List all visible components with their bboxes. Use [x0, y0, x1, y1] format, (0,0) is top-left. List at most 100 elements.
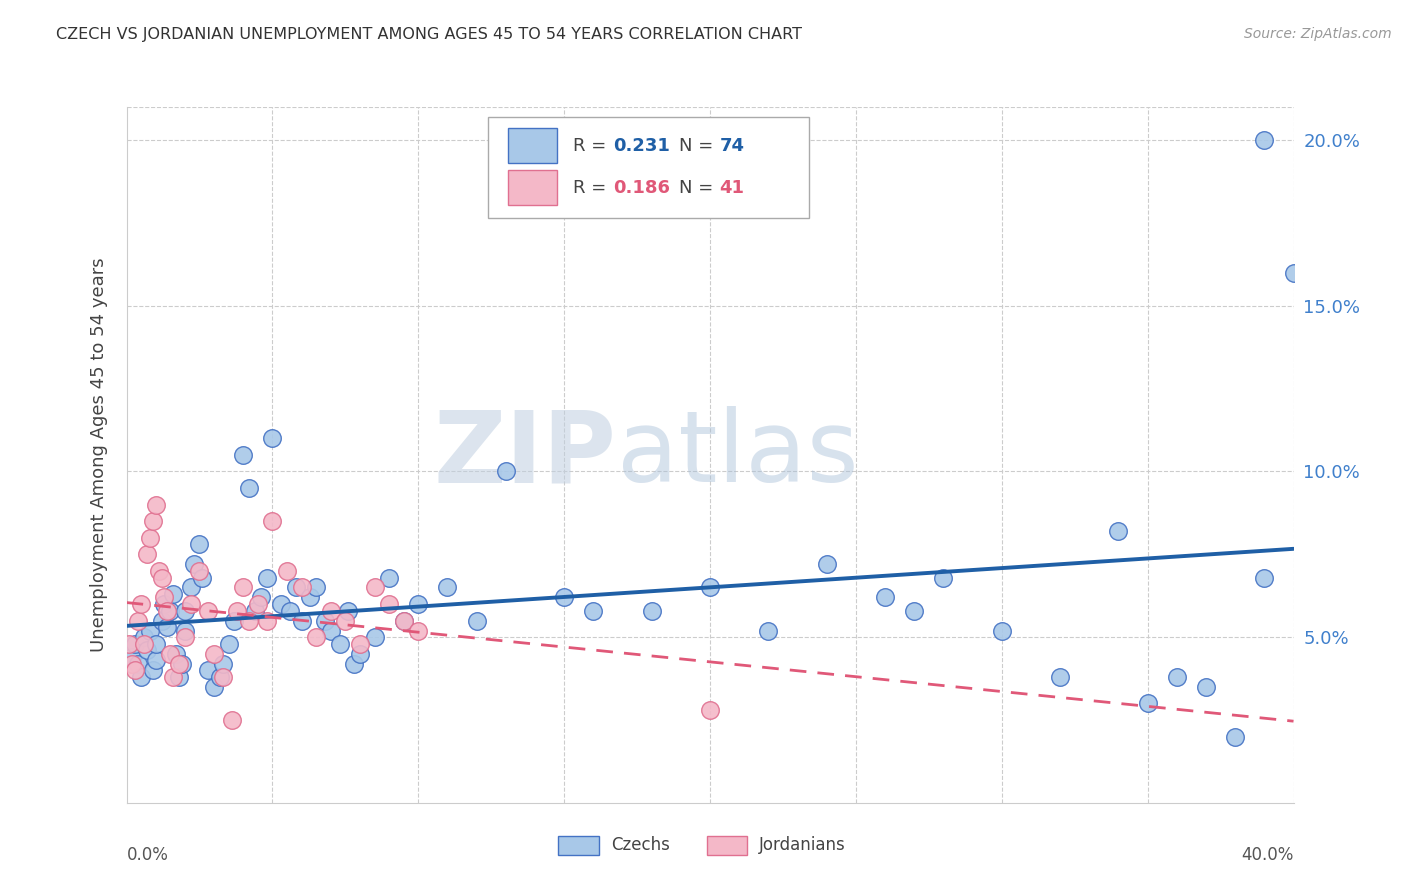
- Point: [1049, 670, 1071, 684]
- Point: [174, 624, 197, 638]
- Point: [699, 581, 721, 595]
- Text: ZIP: ZIP: [434, 407, 617, 503]
- Point: [335, 614, 357, 628]
- Point: [495, 465, 517, 479]
- Point: [174, 604, 197, 618]
- Point: [150, 614, 173, 628]
- Point: [183, 558, 205, 572]
- Point: [153, 597, 176, 611]
- Point: [127, 657, 149, 671]
- Point: [305, 630, 328, 644]
- Point: [174, 630, 197, 644]
- Point: [159, 604, 181, 618]
- Point: [150, 570, 173, 584]
- Text: R =: R =: [574, 136, 613, 155]
- Point: [191, 570, 214, 584]
- Point: [139, 624, 162, 638]
- Point: [145, 498, 167, 512]
- Point: [162, 670, 184, 684]
- Point: [180, 597, 202, 611]
- Point: [249, 591, 271, 605]
- Point: [221, 713, 243, 727]
- Point: [262, 431, 284, 445]
- Text: atlas: atlas: [617, 407, 858, 503]
- Point: [153, 591, 176, 605]
- Point: [129, 597, 152, 611]
- Y-axis label: Unemployment Among Ages 45 to 54 years: Unemployment Among Ages 45 to 54 years: [90, 258, 108, 652]
- Point: [290, 614, 312, 628]
- Point: [159, 647, 181, 661]
- Point: [238, 614, 260, 628]
- Point: [875, 591, 897, 605]
- Point: [392, 614, 415, 628]
- Point: [136, 643, 159, 657]
- Point: [319, 604, 342, 618]
- Text: Jordanians: Jordanians: [759, 836, 846, 855]
- Point: [343, 657, 366, 671]
- Point: [218, 637, 240, 651]
- Point: [699, 703, 721, 717]
- Text: 0.231: 0.231: [613, 136, 671, 155]
- Point: [270, 597, 292, 611]
- Point: [148, 564, 170, 578]
- Point: [990, 624, 1012, 638]
- Point: [903, 604, 925, 618]
- Point: [188, 564, 211, 578]
- Point: [132, 637, 155, 651]
- Point: [232, 581, 254, 595]
- Point: [314, 614, 336, 628]
- Point: [211, 670, 233, 684]
- Point: [408, 624, 430, 638]
- Point: [226, 604, 249, 618]
- Point: [121, 657, 143, 671]
- Point: [121, 650, 143, 665]
- Point: [392, 614, 415, 628]
- Point: [188, 537, 211, 551]
- Point: [139, 531, 162, 545]
- Point: [124, 637, 146, 651]
- Point: [243, 604, 266, 618]
- Point: [145, 653, 167, 667]
- Text: CZECH VS JORDANIAN UNEMPLOYMENT AMONG AGES 45 TO 54 YEARS CORRELATION CHART: CZECH VS JORDANIAN UNEMPLOYMENT AMONG AG…: [56, 27, 803, 42]
- Point: [1223, 730, 1246, 744]
- Point: [378, 597, 401, 611]
- Point: [284, 581, 307, 595]
- Point: [1108, 524, 1130, 538]
- Point: [932, 570, 955, 584]
- Point: [408, 597, 430, 611]
- Point: [197, 663, 219, 677]
- Point: [238, 481, 260, 495]
- Point: [756, 624, 779, 638]
- Bar: [558, 836, 599, 855]
- Point: [1195, 680, 1218, 694]
- Text: N =: N =: [679, 136, 718, 155]
- Point: [290, 581, 312, 595]
- Point: [246, 597, 269, 611]
- Text: 74: 74: [720, 136, 744, 155]
- Point: [319, 624, 342, 638]
- Point: [202, 680, 225, 694]
- Bar: [508, 169, 557, 205]
- Point: [211, 657, 233, 671]
- Point: [363, 630, 385, 644]
- Point: [145, 637, 167, 651]
- Point: [156, 620, 179, 634]
- Point: [197, 604, 219, 618]
- Point: [328, 637, 350, 651]
- Bar: [707, 836, 748, 855]
- Point: [256, 614, 278, 628]
- Point: [815, 558, 838, 572]
- Point: [349, 647, 371, 661]
- Point: [1253, 133, 1275, 147]
- Point: [465, 614, 488, 628]
- Point: [349, 637, 371, 651]
- Text: N =: N =: [679, 179, 718, 197]
- FancyBboxPatch shape: [488, 118, 810, 219]
- Point: [124, 663, 146, 677]
- Point: [276, 564, 298, 578]
- Text: Source: ZipAtlas.com: Source: ZipAtlas.com: [1244, 27, 1392, 41]
- Point: [582, 604, 605, 618]
- Point: [167, 657, 190, 671]
- Text: 41: 41: [720, 179, 744, 197]
- Point: [224, 614, 246, 628]
